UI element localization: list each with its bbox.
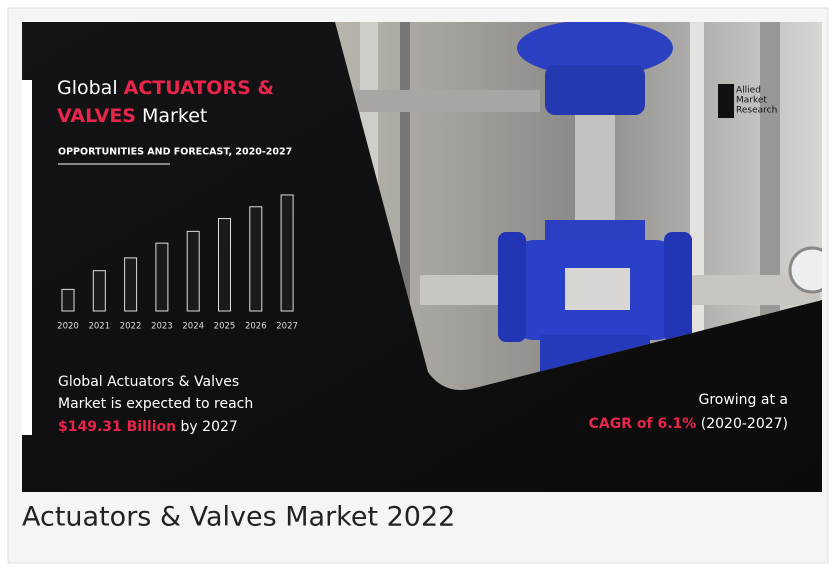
x-tick-label: 2025 — [214, 322, 236, 332]
bar — [249, 206, 263, 312]
x-tick-label: 2021 — [88, 322, 110, 332]
growth-text: CAGR of 6.1% (2020-2027) — [589, 416, 788, 432]
logo-text: Research — [736, 106, 777, 116]
caption: Actuators & Valves Market 2022 — [22, 502, 455, 533]
reach-text: Global Actuators & Valves — [58, 374, 239, 390]
bar — [155, 242, 169, 312]
bar — [61, 288, 75, 312]
x-tick-label: 2022 — [120, 322, 142, 332]
reach-text: Market is expected to reach — [58, 396, 253, 412]
x-tick-label: 2027 — [276, 322, 298, 332]
logo-text: Market — [736, 96, 767, 106]
bar — [92, 270, 106, 312]
bar — [186, 230, 200, 312]
x-tick-label: 2026 — [245, 322, 267, 332]
bar — [280, 194, 294, 312]
x-tick-label: 2023 — [151, 322, 173, 332]
subtitle: OPPORTUNITIES AND FORECAST, 2020-2027 — [58, 147, 292, 158]
bar — [124, 257, 138, 312]
accent-strip — [22, 80, 32, 435]
headline: VALVES Market — [57, 105, 207, 127]
x-tick-label: 2020 — [57, 322, 79, 332]
headline: Global ACTUATORS & — [57, 77, 274, 99]
x-tick-label: 2024 — [182, 322, 204, 332]
growth-text: Growing at a — [698, 392, 788, 408]
reach-text: $149.31 Billion by 2027 — [58, 419, 238, 435]
bar — [218, 218, 231, 312]
logo-text: Allied — [736, 86, 761, 96]
